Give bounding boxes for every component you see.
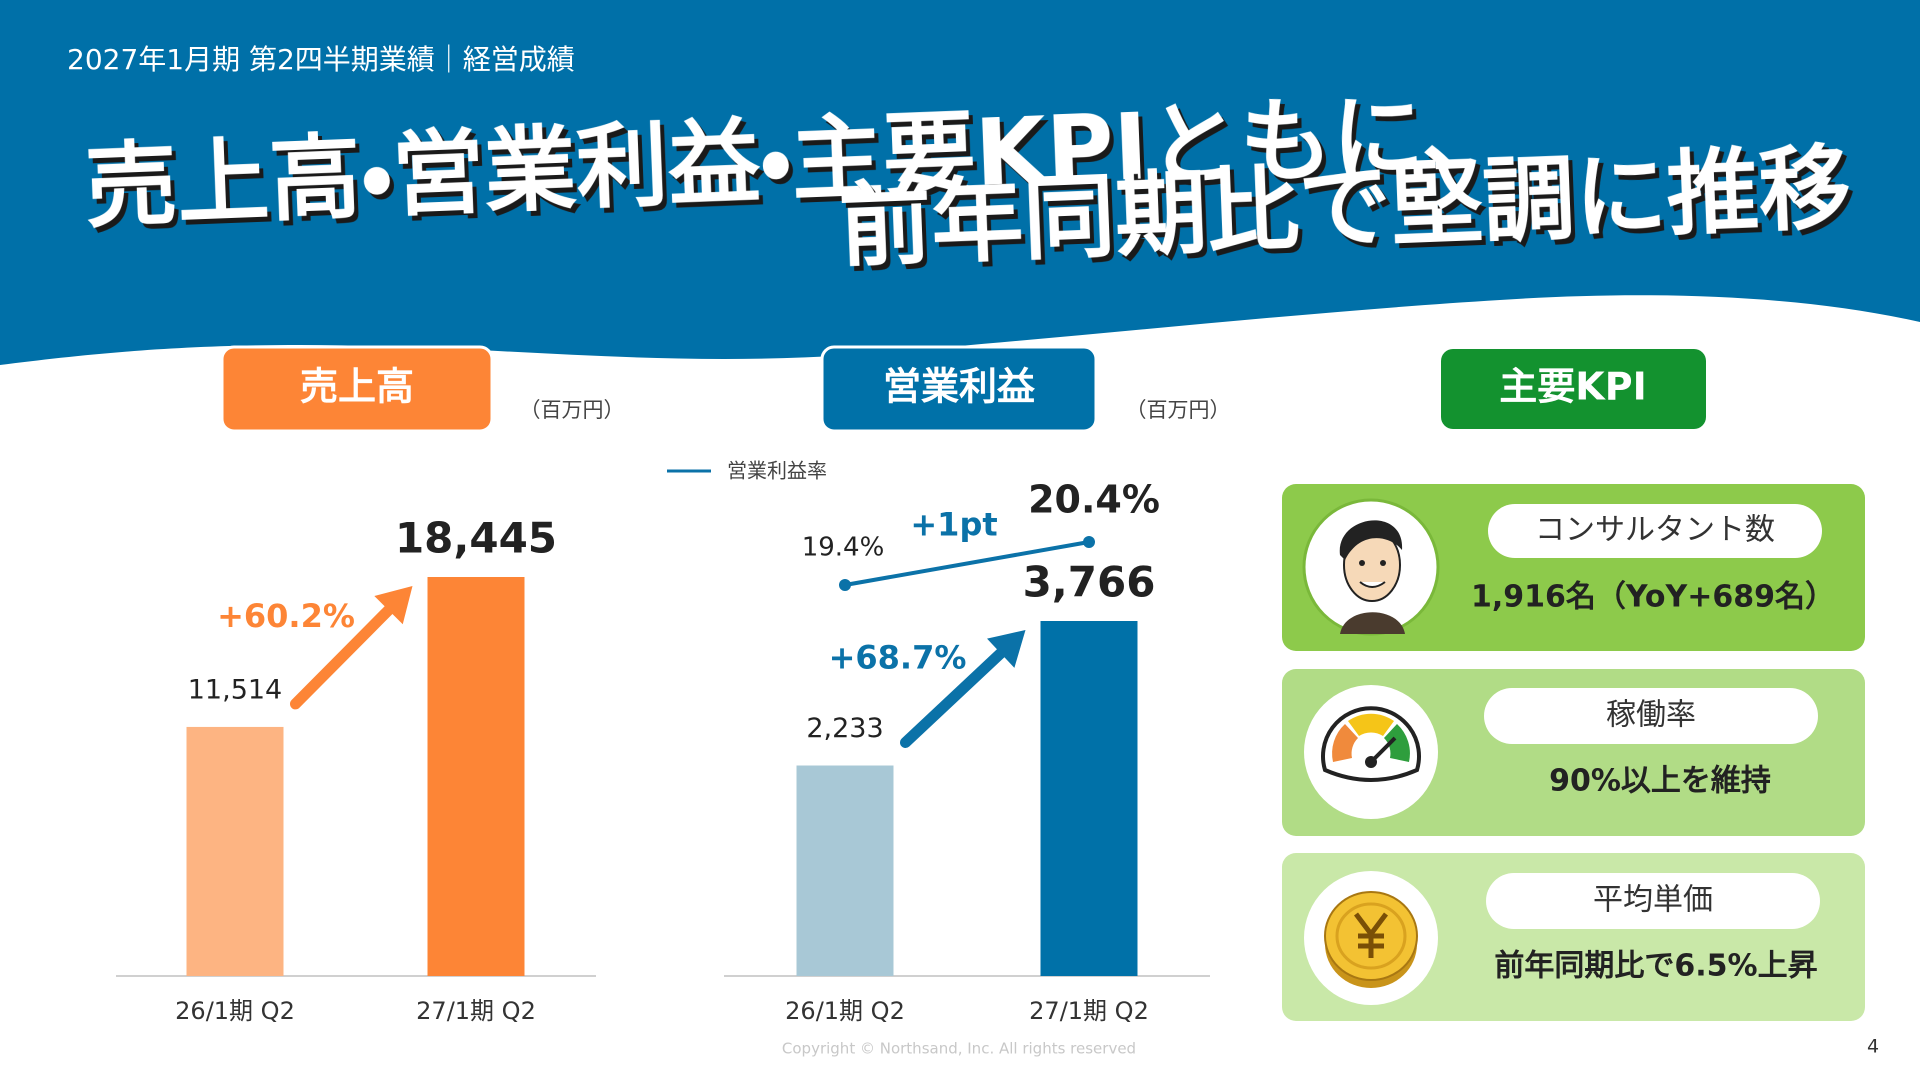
section-title: 営業利益 xyxy=(883,365,1035,409)
category-label: 27/1期 Q2 xyxy=(1029,997,1149,1025)
growth-arrow xyxy=(290,604,395,710)
kpi-pill xyxy=(1484,688,1818,744)
growth-label: +68.7% xyxy=(829,638,967,676)
bar xyxy=(186,726,284,976)
section-title: 主要KPI xyxy=(1499,365,1646,409)
category-label: 26/1期 Q2 xyxy=(785,997,905,1025)
gauge-icon xyxy=(1304,685,1438,819)
subtitle: 2027年1月期 第2四半期業績｜経営成績 xyxy=(67,43,575,76)
rate-label: 19.4% xyxy=(802,533,885,563)
category-label: 26/1期 Q2 xyxy=(175,997,295,1025)
bar xyxy=(427,577,525,976)
growth-arrow xyxy=(900,647,1007,749)
rate-point xyxy=(839,579,851,591)
value-label: 2,233 xyxy=(806,713,883,744)
bar xyxy=(796,765,894,976)
growth-arrow-head xyxy=(987,630,1026,668)
section-box xyxy=(220,345,494,433)
unit-label: （百万円） xyxy=(520,398,625,422)
person-icon xyxy=(1302,498,1440,636)
kpi-value: 前年同期比で6.5%上昇 xyxy=(1494,949,1817,984)
kpi-pill xyxy=(1488,504,1822,558)
kpi-pill xyxy=(1486,873,1820,929)
value-label: 18,445 xyxy=(395,514,557,563)
section-box xyxy=(820,345,1098,433)
growth-label: +60.2% xyxy=(217,597,355,635)
unit-label: （百万円） xyxy=(1126,398,1231,422)
category-label: 27/1期 Q2 xyxy=(416,997,536,1025)
value-label: 3,766 xyxy=(1023,558,1156,607)
copyright: Copyright © Northsand, Inc. All rights r… xyxy=(782,1040,1136,1058)
kpi-label: 平均単価 xyxy=(1593,883,1713,918)
kpi-label: 稼働率 xyxy=(1606,698,1696,733)
rate-label: 20.4% xyxy=(1028,478,1160,522)
page-number: 4 xyxy=(1867,1036,1879,1058)
section-title: 売上高 xyxy=(300,365,414,409)
header-band xyxy=(0,0,1920,365)
value-label: 11,514 xyxy=(188,674,282,705)
rate-line xyxy=(844,540,1090,587)
bar xyxy=(1040,621,1138,976)
kpi-value: 1,916名（YoY+689名） xyxy=(1471,580,1835,615)
kpi-label: コンサルタント数 xyxy=(1535,513,1775,548)
section-box xyxy=(1441,349,1706,429)
kpi-value: 90%以上を維持 xyxy=(1549,764,1771,799)
growth-arrow-head xyxy=(374,586,413,625)
rate-point xyxy=(1083,536,1095,548)
legend-label: 営業利益率 xyxy=(727,459,827,483)
rate-change-label: +1pt xyxy=(910,506,997,544)
coin-icon xyxy=(1304,871,1438,1005)
